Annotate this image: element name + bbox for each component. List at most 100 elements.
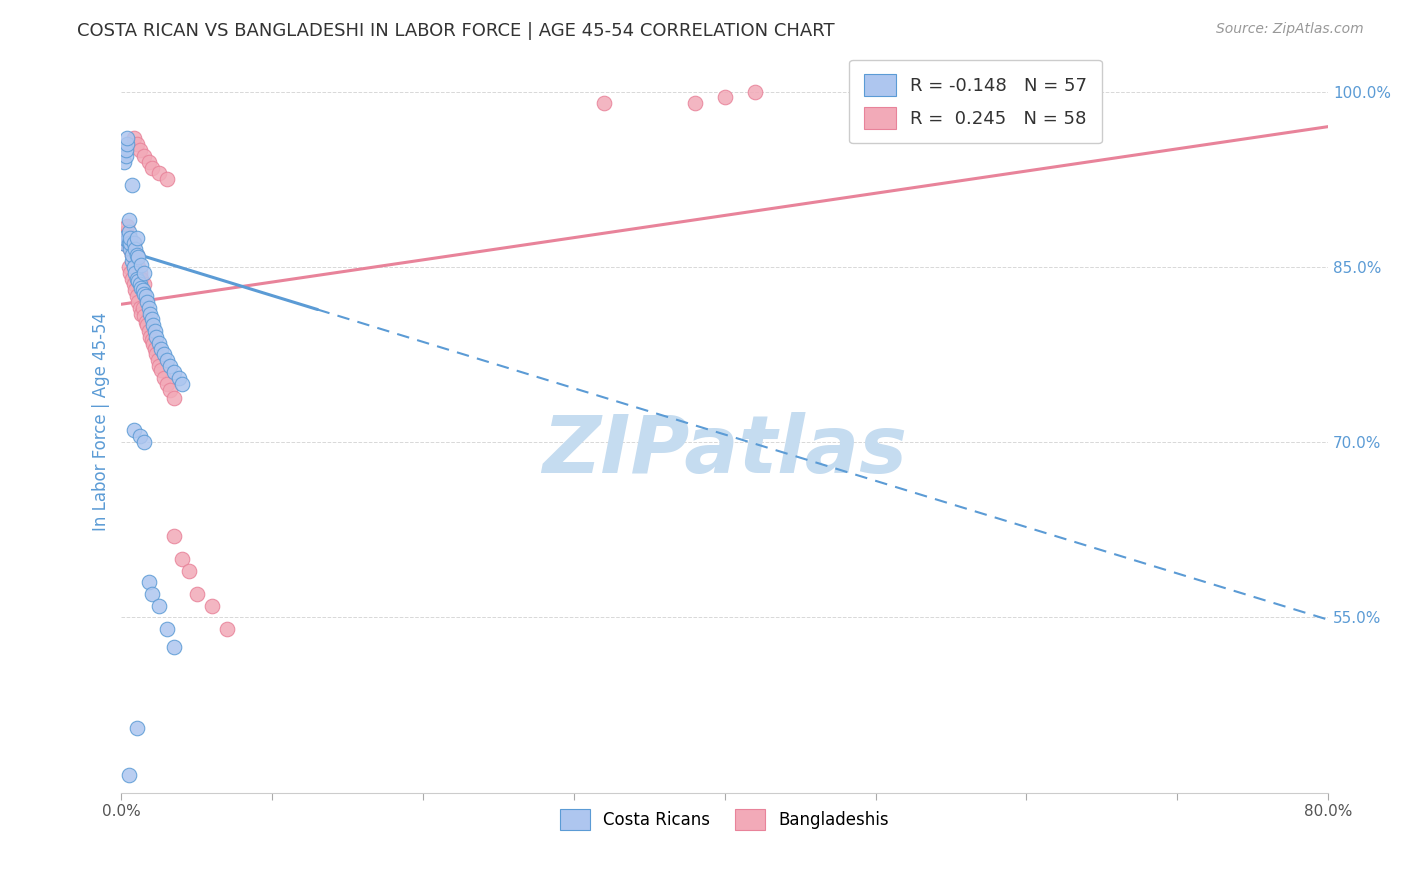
Point [138, 575, 160, 590]
Point [148, 359, 170, 373]
Point [128, 301, 150, 315]
Point [141, 587, 163, 601]
Point [118, 225, 141, 239]
Point [170, 552, 193, 566]
Point [186, 587, 208, 601]
Point [132, 435, 155, 450]
Point [148, 599, 170, 613]
Point [128, 429, 150, 443]
Point [114, 230, 136, 244]
Point [124, 254, 146, 268]
Point [139, 330, 162, 344]
Point [111, 236, 134, 251]
Point [135, 315, 157, 329]
Point [125, 722, 148, 736]
Point [163, 640, 186, 654]
Point [125, 137, 148, 152]
Point [141, 312, 163, 326]
Point [152, 347, 174, 361]
Point [124, 283, 146, 297]
Point [115, 149, 138, 163]
Point [148, 335, 170, 350]
Point [143, 342, 166, 356]
Point [125, 248, 148, 262]
Point [136, 318, 159, 333]
Point [121, 178, 143, 192]
Point [117, 131, 139, 145]
Point [127, 260, 149, 274]
Point [163, 365, 186, 379]
Point [129, 258, 152, 272]
Point [135, 289, 157, 303]
Point [142, 337, 165, 351]
Point [125, 230, 148, 244]
Point [149, 362, 172, 376]
Point [120, 243, 142, 257]
Point [146, 353, 169, 368]
Point [125, 248, 148, 262]
Point [115, 225, 138, 239]
Point [132, 309, 155, 323]
Point [118, 236, 141, 251]
Point [129, 271, 152, 285]
Text: Source: ZipAtlas.com: Source: ZipAtlas.com [1216, 22, 1364, 37]
Point [138, 154, 160, 169]
Point [159, 383, 181, 397]
Point [132, 277, 155, 292]
Point [121, 271, 143, 285]
Point [593, 96, 616, 111]
Point [156, 172, 179, 186]
Point [156, 622, 179, 636]
Legend: Costa Ricans, Bangladeshis: Costa Ricans, Bangladeshis [554, 803, 896, 837]
Point [170, 376, 193, 391]
Point [122, 131, 145, 145]
Point [121, 254, 143, 268]
Point [125, 289, 148, 303]
Point [131, 283, 153, 297]
Point [118, 768, 141, 782]
Point [117, 219, 139, 233]
Point [124, 266, 146, 280]
Point [142, 318, 165, 333]
Point [145, 330, 167, 344]
Point [122, 260, 145, 274]
Point [124, 243, 146, 257]
Point [167, 371, 190, 385]
Point [156, 353, 179, 368]
Point [138, 301, 160, 315]
Point [159, 359, 181, 373]
Point [163, 391, 186, 405]
Point [120, 266, 142, 280]
Point [127, 251, 149, 265]
Point [132, 266, 155, 280]
Point [163, 528, 186, 542]
Point [713, 90, 735, 104]
Point [118, 236, 141, 251]
Point [201, 599, 224, 613]
Point [118, 213, 141, 227]
Point [122, 277, 145, 292]
Point [129, 281, 152, 295]
Point [148, 166, 170, 180]
Point [215, 622, 238, 636]
Point [114, 154, 136, 169]
Point [683, 96, 706, 111]
Point [128, 143, 150, 157]
Point [139, 307, 162, 321]
Point [149, 342, 172, 356]
Point [128, 266, 150, 280]
Point [129, 307, 152, 321]
Point [120, 243, 142, 257]
Point [179, 564, 201, 578]
Point [145, 347, 167, 361]
Y-axis label: In Labor Force | Age 45-54: In Labor Force | Age 45-54 [93, 312, 110, 531]
Point [143, 324, 166, 338]
Point [127, 274, 149, 288]
Point [141, 161, 163, 175]
Point [141, 334, 163, 348]
Point [122, 236, 145, 251]
Point [132, 149, 155, 163]
Point [114, 230, 136, 244]
Point [152, 371, 174, 385]
Point [121, 248, 143, 262]
